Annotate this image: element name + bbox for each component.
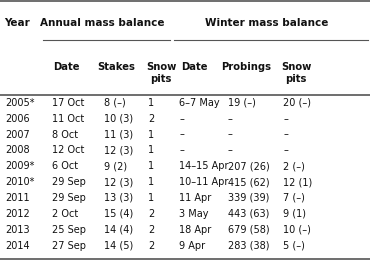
- Text: Snow
pits: Snow pits: [281, 62, 311, 84]
- Text: 25 Sep: 25 Sep: [52, 225, 86, 235]
- Text: 2 (–): 2 (–): [283, 161, 305, 171]
- Text: 17 Oct: 17 Oct: [52, 98, 84, 108]
- Text: 2 Oct: 2 Oct: [52, 209, 78, 219]
- Text: 27 Sep: 27 Sep: [52, 240, 86, 251]
- Text: –: –: [228, 129, 232, 140]
- Text: Date: Date: [181, 62, 208, 72]
- Text: 12 (1): 12 (1): [283, 177, 312, 187]
- Text: 1: 1: [148, 193, 154, 203]
- Text: 2: 2: [148, 209, 154, 219]
- Text: 2007: 2007: [6, 129, 30, 140]
- Text: 5 (–): 5 (–): [283, 240, 305, 251]
- Text: 2011: 2011: [6, 193, 30, 203]
- Text: 2: 2: [148, 225, 154, 235]
- Text: –: –: [283, 129, 288, 140]
- Text: 9 Apr: 9 Apr: [179, 240, 206, 251]
- Text: 15 (4): 15 (4): [104, 209, 133, 219]
- Text: Probings: Probings: [221, 62, 271, 72]
- Text: 14–15 Apr: 14–15 Apr: [179, 161, 229, 171]
- Text: 11 (3): 11 (3): [104, 129, 133, 140]
- Text: 2008: 2008: [6, 145, 30, 155]
- Text: 1: 1: [148, 98, 154, 108]
- Text: 13 (3): 13 (3): [104, 193, 133, 203]
- Text: 339 (39): 339 (39): [228, 193, 269, 203]
- Text: 11 Apr: 11 Apr: [179, 193, 212, 203]
- Text: 2: 2: [148, 240, 154, 251]
- Text: 14 (4): 14 (4): [104, 225, 133, 235]
- Text: Annual mass balance: Annual mass balance: [40, 18, 164, 28]
- Text: –: –: [228, 114, 232, 124]
- Text: 2014: 2014: [6, 240, 30, 251]
- Text: 2006: 2006: [6, 114, 30, 124]
- Text: 1: 1: [148, 161, 154, 171]
- Text: 1: 1: [148, 177, 154, 187]
- Text: 14 (5): 14 (5): [104, 240, 133, 251]
- Text: 11 Oct: 11 Oct: [52, 114, 84, 124]
- Text: 6 Oct: 6 Oct: [52, 161, 78, 171]
- Text: 2012: 2012: [6, 209, 30, 219]
- Text: 1: 1: [148, 145, 154, 155]
- Text: 19 (–): 19 (–): [228, 98, 255, 108]
- Text: 20 (–): 20 (–): [283, 98, 311, 108]
- Text: Snow
pits: Snow pits: [146, 62, 176, 84]
- Text: 6–7 May: 6–7 May: [179, 98, 220, 108]
- Text: 415 (62): 415 (62): [228, 177, 269, 187]
- Text: 9 (1): 9 (1): [283, 209, 306, 219]
- Text: 10–11 Apr: 10–11 Apr: [179, 177, 229, 187]
- Text: Year: Year: [4, 18, 30, 28]
- Text: –: –: [283, 145, 288, 155]
- Text: –: –: [228, 145, 232, 155]
- Text: 443 (63): 443 (63): [228, 209, 269, 219]
- Text: 2010*: 2010*: [6, 177, 35, 187]
- Text: 2005*: 2005*: [6, 98, 35, 108]
- Text: 2: 2: [148, 114, 154, 124]
- Text: 29 Sep: 29 Sep: [52, 177, 86, 187]
- Text: 9 (2): 9 (2): [104, 161, 127, 171]
- Text: Date: Date: [53, 62, 80, 72]
- Text: 7 (–): 7 (–): [283, 193, 305, 203]
- Text: 12 Oct: 12 Oct: [52, 145, 84, 155]
- Text: 29 Sep: 29 Sep: [52, 193, 86, 203]
- Text: 2009*: 2009*: [6, 161, 35, 171]
- Text: 8 Oct: 8 Oct: [52, 129, 78, 140]
- Text: 1: 1: [148, 129, 154, 140]
- Text: –: –: [179, 114, 184, 124]
- Text: 10 (–): 10 (–): [283, 225, 311, 235]
- Text: 283 (38): 283 (38): [228, 240, 269, 251]
- Text: 679 (58): 679 (58): [228, 225, 269, 235]
- Text: 3 May: 3 May: [179, 209, 209, 219]
- Text: 10 (3): 10 (3): [104, 114, 133, 124]
- Text: 18 Apr: 18 Apr: [179, 225, 212, 235]
- Text: 8 (–): 8 (–): [104, 98, 125, 108]
- Text: 2013: 2013: [6, 225, 30, 235]
- Text: –: –: [179, 145, 184, 155]
- Text: 12 (3): 12 (3): [104, 145, 133, 155]
- Text: Winter mass balance: Winter mass balance: [205, 18, 328, 28]
- Text: –: –: [283, 114, 288, 124]
- Text: –: –: [179, 129, 184, 140]
- Text: Stakes: Stakes: [98, 62, 135, 72]
- Text: 12 (3): 12 (3): [104, 177, 133, 187]
- Text: 207 (26): 207 (26): [228, 161, 269, 171]
